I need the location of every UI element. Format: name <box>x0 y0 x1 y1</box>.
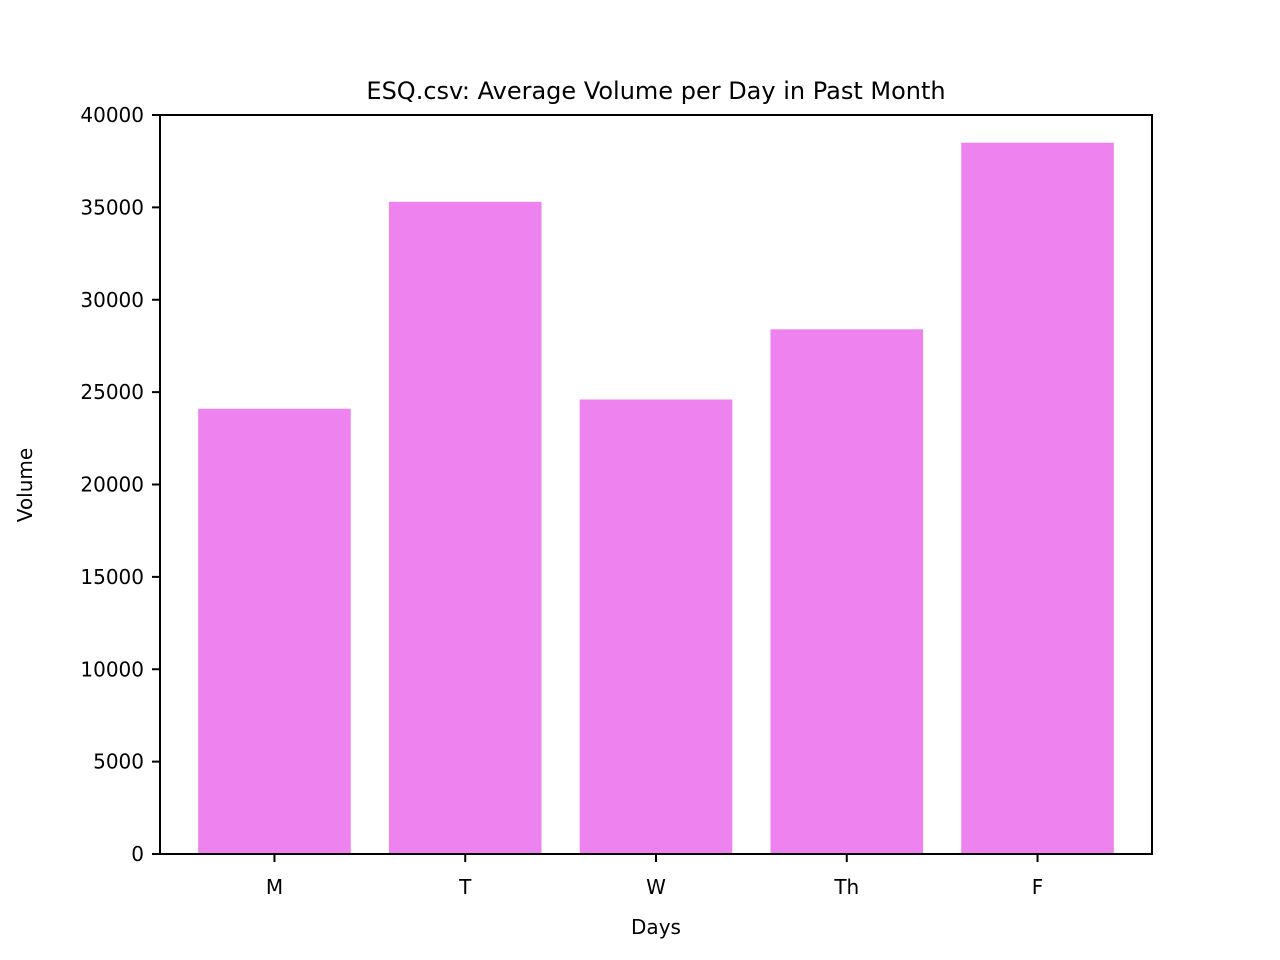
chart-title: ESQ.csv: Average Volume per Day in Past … <box>366 77 945 105</box>
y-tick-label: 0 <box>131 842 144 866</box>
x-axis-label: Days <box>631 915 681 939</box>
bar-th <box>770 329 924 854</box>
x-axis: M T W Th F <box>266 854 1043 899</box>
x-tick-label: T <box>458 875 472 899</box>
bar-w <box>579 399 733 854</box>
y-tick-label: 40000 <box>80 103 144 127</box>
y-axis: 0 5000 10000 15000 20000 25000 30000 35000 40000 <box>80 103 160 866</box>
x-tick-label: F <box>1032 875 1044 899</box>
y-tick-label: 15000 <box>80 565 144 589</box>
x-tick-label: Th <box>833 875 859 899</box>
y-tick-label: 30000 <box>80 288 144 312</box>
y-axis-label: Volume <box>13 448 37 522</box>
y-tick-label: 20000 <box>80 473 144 497</box>
y-tick-label: 35000 <box>80 195 144 219</box>
bar-f <box>961 142 1114 854</box>
y-tick-label: 5000 <box>93 750 144 774</box>
y-tick-label: 25000 <box>80 380 144 404</box>
bar-m <box>198 408 351 854</box>
x-tick-label: M <box>266 875 283 899</box>
bar-t <box>388 201 542 854</box>
plot-area-frame <box>159 114 1153 855</box>
x-tick-label: W <box>646 875 666 899</box>
bars-group <box>198 142 1114 854</box>
y-tick-label: 10000 <box>80 657 144 681</box>
